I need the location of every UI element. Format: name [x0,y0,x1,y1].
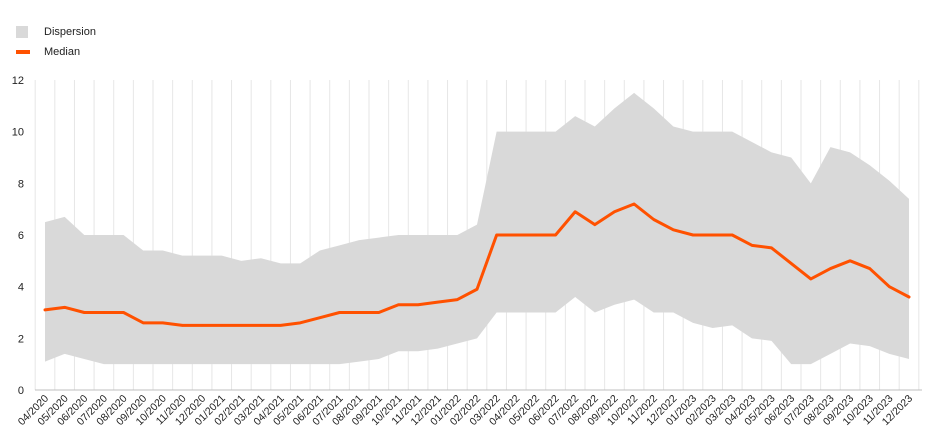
median-point [868,267,871,270]
median-point [338,311,341,314]
median-point [515,233,518,237]
median-point [907,295,911,299]
median-point [554,233,557,237]
legend-swatch-median [16,50,30,54]
median-point [436,300,439,304]
median-point [122,311,125,314]
median-point [161,321,165,325]
dispersion-band [45,92,909,365]
legend-label-median: Median [44,46,81,58]
median-point [632,202,636,206]
median-point [357,311,361,314]
median-point [83,311,86,314]
median-point [456,298,459,301]
median-point [259,324,263,327]
median-point [691,233,695,237]
median-point [279,324,282,327]
median-point [299,321,302,325]
median-point [43,308,47,312]
median-point [181,324,184,327]
median-point [573,210,577,213]
legend-label-dispersion: Dispersion [44,26,96,38]
median-point [613,210,616,213]
y-tick-label: 10 [12,127,24,139]
median-point [829,267,832,270]
median-point [495,233,498,237]
y-tick-label: 2 [18,333,24,345]
median-point [141,321,145,325]
median-point [731,233,734,237]
y-tick-label: 4 [18,282,24,294]
y-tick-label: 8 [18,178,24,190]
median-point [102,311,106,314]
median-point [750,244,754,247]
median-point [200,324,204,327]
y-tick-label: 6 [18,230,24,242]
median-point [652,218,655,221]
legend-item-median: Median [16,42,96,62]
median-point [789,262,793,265]
median-point [711,233,714,237]
median-point [809,277,813,281]
median-point [534,233,538,237]
median-point [397,303,400,306]
median-point [220,324,223,327]
median-point [240,324,243,327]
y-tick-label: 0 [18,385,24,397]
median-point [593,223,597,226]
legend-swatch-dispersion [16,26,28,38]
median-point [318,316,322,319]
legend: Dispersion Median [16,22,96,62]
median-point [416,303,420,306]
median-point [63,306,66,309]
median-point [377,311,381,314]
median-point [475,288,479,291]
y-tick-label: 12 [12,75,24,87]
median-point [848,259,852,263]
median-point [770,246,773,250]
legend-item-dispersion: Dispersion [16,22,96,42]
median-point [888,285,891,288]
median-point [672,228,675,232]
